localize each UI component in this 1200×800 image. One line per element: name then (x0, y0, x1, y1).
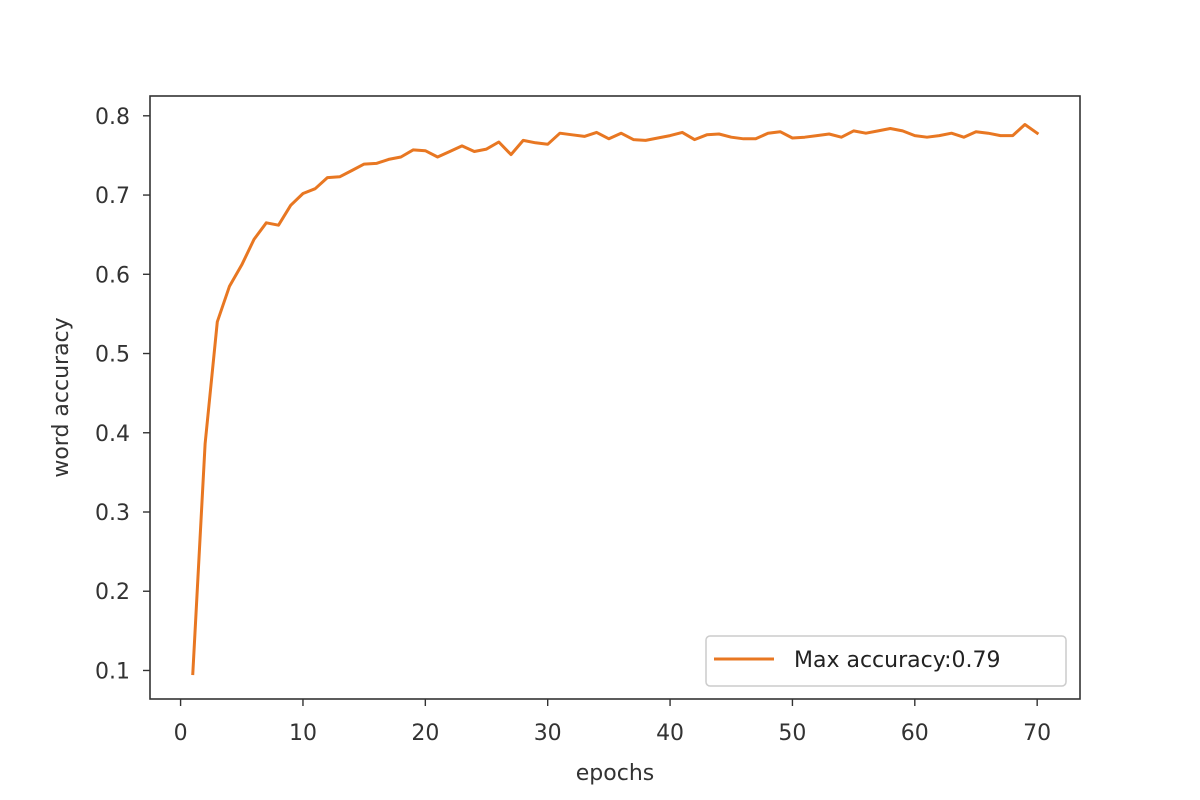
x-axis-label: epochs (576, 761, 654, 786)
y-tick-label: 0.5 (95, 343, 130, 368)
y-tick-label: 0.3 (95, 501, 130, 526)
y-axis-ticks: 0.1 0.2 0.3 0.4 0.5 0.6 0.7 0.8 (95, 105, 150, 684)
plot-frame (149, 95, 1081, 700)
x-axis-ticks: 0 10 20 30 40 50 60 70 (174, 699, 1051, 746)
x-tick-label: 40 (656, 721, 684, 746)
legend: Max accuracy:0.79 (705, 635, 1067, 687)
x-tick-label: 0 (174, 721, 188, 746)
y-tick-label: 0.6 (95, 263, 130, 288)
x-tick-label: 60 (901, 721, 929, 746)
legend-box (705, 635, 1067, 687)
series-line (191, 123, 1040, 676)
x-tick-label: 70 (1023, 721, 1051, 746)
x-tick-label: 50 (778, 721, 806, 746)
y-tick-label: 0.8 (95, 105, 130, 130)
y-tick-label: 0.2 (95, 580, 130, 605)
y-tick-label: 0.1 (95, 659, 130, 684)
x-tick-label: 30 (534, 721, 562, 746)
series-layer (191, 123, 1040, 676)
x-tick-label: 20 (411, 721, 439, 746)
legend-label: Max accuracy:0.79 (794, 648, 1001, 673)
y-axis-label: word accuracy (49, 317, 74, 477)
y-tick-label: 0.7 (95, 184, 130, 209)
y-tick-label: 0.4 (95, 422, 130, 447)
x-tick-label: 10 (289, 721, 317, 746)
